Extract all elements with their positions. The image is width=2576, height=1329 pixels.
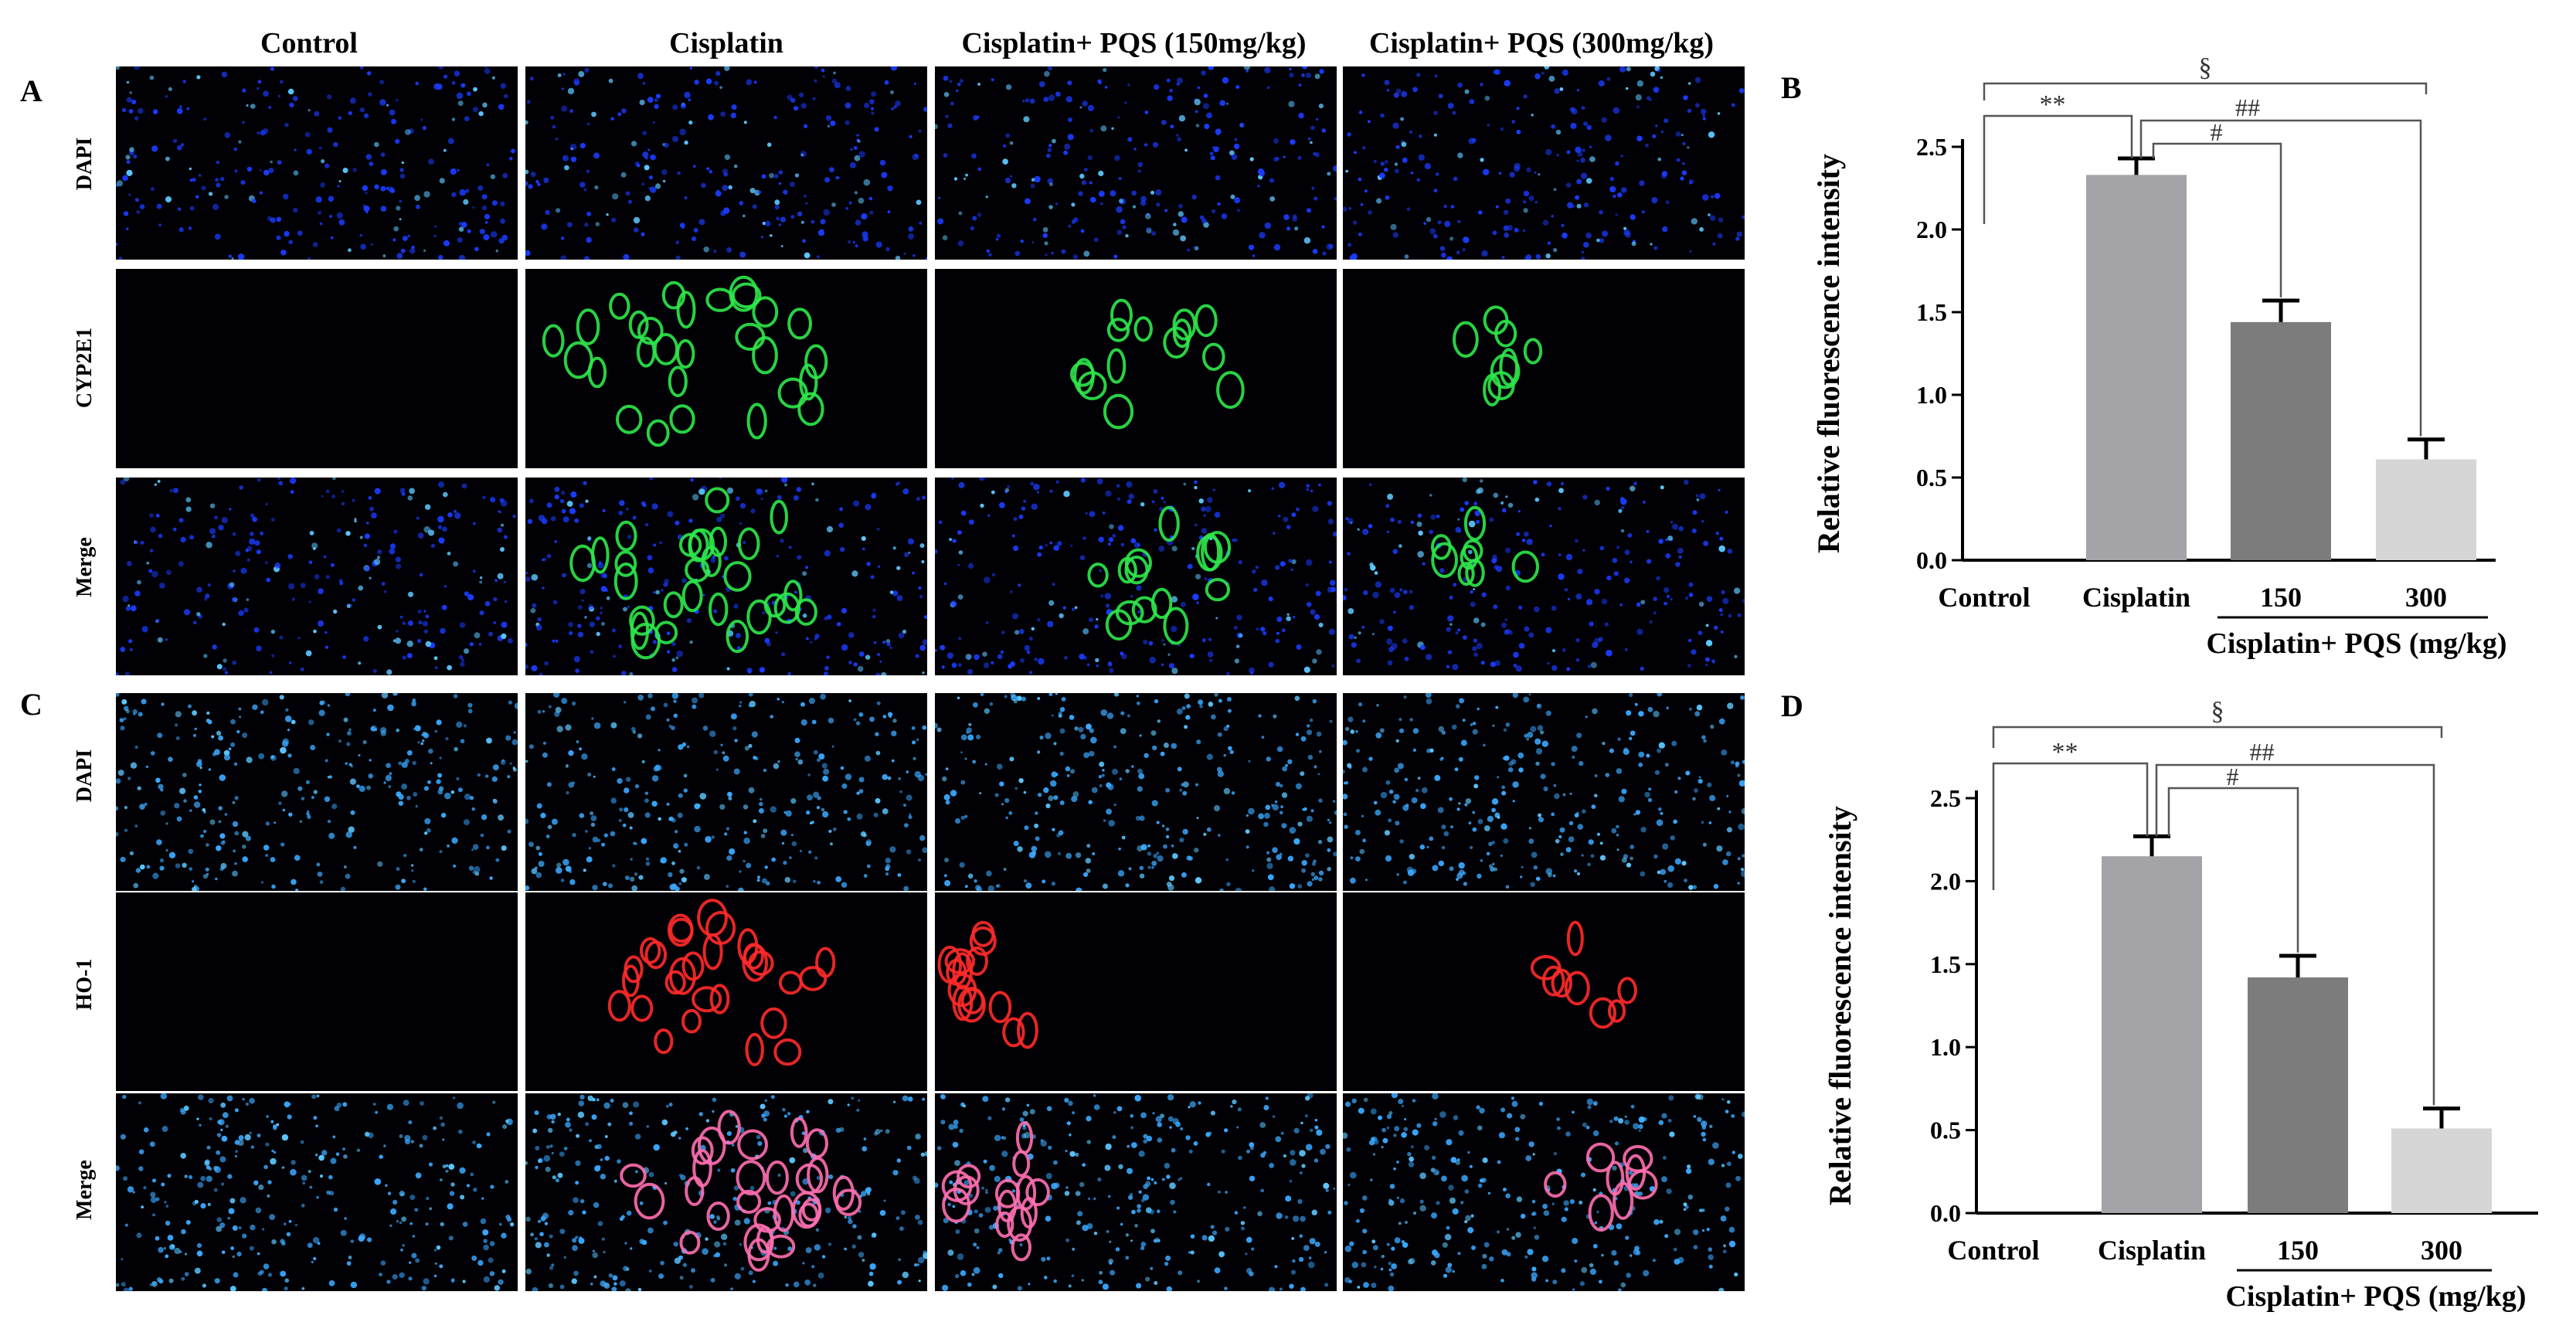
row-label-merge-c: Merge <box>73 1160 97 1220</box>
x-group-label: Cisplatin+ PQS (mg/kg) <box>2225 1280 2526 1313</box>
chart-b-svg: 0.0 0.5 1.0 1.5 2.0 2.5 Relative fluorescence … <box>1811 53 2507 660</box>
column-header-control: Control <box>260 27 358 59</box>
x-tick-label-control: Control <box>1947 1235 2039 1266</box>
y-tick-label: 1.0 <box>1916 381 1947 409</box>
bracket-cisplatin-150 <box>2167 787 2299 953</box>
significance-label: # <box>2211 118 2223 146</box>
micrograph-tile-c-merge-1 <box>525 1093 927 1291</box>
bracket-cisplatin-300 <box>2155 763 2435 1106</box>
micrograph-tile-a-marker-2 <box>935 269 1337 468</box>
column-header-cisplatin: Cisplatin <box>669 27 783 59</box>
micrograph-tile-c-marker-1 <box>525 892 927 1091</box>
micrograph-tile-a-dapi-1 <box>525 66 927 260</box>
y-tick-label: 0.5 <box>1916 464 1947 491</box>
bracket-cisplatin-150 <box>2152 142 2282 297</box>
y-tick-label: 0.5 <box>1930 1117 1961 1144</box>
row-label-cyp2e1: CYP2E1 <box>73 327 97 409</box>
bracket-cisplatin-300 <box>2139 119 2422 437</box>
micrograph-tile-c-merge-3 <box>1343 1093 1745 1291</box>
panel-letter-a: A <box>20 73 42 108</box>
bracket-control-cisplatin <box>1983 114 2133 224</box>
x-tick-label-cisplatin: Cisplatin <box>2082 582 2190 613</box>
micrograph-tile-a-merge-0 <box>116 478 518 675</box>
micrograph-tile-c-marker-0 <box>116 892 518 1091</box>
y-axis-label: Relative fluorescence intensity <box>1823 806 1857 1205</box>
x-tick-label-cisplatin: Cisplatin <box>2098 1235 2206 1266</box>
bar-300 <box>2391 1128 2492 1213</box>
bracket-control-300 <box>1983 82 2428 100</box>
y-tick-label: 1.0 <box>1930 1033 1961 1061</box>
micrograph-tile-c-dapi-2 <box>935 693 1337 891</box>
micrograph-tile-c-merge-2 <box>935 1093 1337 1291</box>
panel-letter-b: B <box>1781 70 1802 105</box>
bar-cisplatin <box>2102 856 2202 1213</box>
x-tick-label-control: Control <box>1938 582 2030 613</box>
micrograph-tile-a-merge-1 <box>525 478 927 675</box>
bar-chart-d: 0.0 0.5 1.0 1.5 2.0 2.5 Relative fluorescence … <box>1808 680 2565 1321</box>
y-tick-label: 0.0 <box>1930 1199 1961 1227</box>
micrograph-tile-a-marker-0 <box>116 269 518 468</box>
y-tick-label: 2.0 <box>1930 867 1961 895</box>
column-header-pqs-150: Cisplatin+ PQS (150mg/kg) <box>961 27 1307 59</box>
bracket-control-cisplatin <box>1992 762 2149 890</box>
x-tick-label-300: 300 <box>2405 582 2447 613</box>
significance-label: ## <box>2235 93 2260 121</box>
row-label-merge-a: Merge <box>73 537 97 597</box>
x-tick-label-150: 150 <box>2277 1235 2319 1266</box>
micrograph-tile-c-dapi-0 <box>116 693 518 891</box>
significance-label: ## <box>2250 738 2275 766</box>
micrograph-tile-c-merge-0 <box>116 1093 518 1291</box>
micrograph-tile-a-dapi-3 <box>1343 66 1745 260</box>
significance-label: # <box>2227 763 2239 790</box>
bar-cisplatin <box>2086 175 2187 560</box>
significance-label: ** <box>2052 738 2078 766</box>
x-tick-label-300: 300 <box>2421 1235 2462 1266</box>
bar-300 <box>2376 459 2476 560</box>
micrograph-tile-a-marker-1 <box>525 269 927 468</box>
significance-label: ** <box>2040 90 2066 119</box>
bracket-control-300 <box>1992 726 2443 748</box>
y-tick-label: 1.5 <box>1930 950 1961 978</box>
chart-d-svg: 0.0 0.5 1.0 1.5 2.0 2.5 Relative fluorescence … <box>1823 697 2538 1313</box>
row-label-ho1: HO-1 <box>73 958 97 1011</box>
micrograph-tile-c-dapi-3 <box>1343 693 1745 891</box>
row-label-dapi-a: DAPI <box>73 137 97 191</box>
y-tick-label: 2.0 <box>1916 216 1947 243</box>
x-tick-label-150: 150 <box>2260 582 2302 613</box>
y-axis-label: Relative fluorescence intensity <box>1811 154 1846 553</box>
micrograph-tile-c-dapi-1 <box>525 693 927 891</box>
micrograph-tile-a-merge-3 <box>1343 478 1745 675</box>
bar-150 <box>2248 977 2348 1213</box>
micrograph-tile-a-marker-3 <box>1343 269 1745 468</box>
y-tick-label: 2.5 <box>1930 784 1961 812</box>
micrograph-tile-a-merge-2 <box>935 478 1337 675</box>
micrograph-tile-c-marker-3 <box>1343 892 1745 1091</box>
column-header-pqs-300: Cisplatin+ PQS (300mg/kg) <box>1368 27 1715 59</box>
row-label-dapi-c: DAPI <box>73 749 97 803</box>
significance-label: § <box>2211 697 2224 726</box>
x-group-label: Cisplatin+ PQS (mg/kg) <box>2206 627 2506 660</box>
micrograph-tile-a-dapi-0 <box>116 66 518 260</box>
micrograph-tile-c-marker-2 <box>935 892 1337 1091</box>
micrograph-tile-a-dapi-2 <box>935 66 1337 260</box>
y-tick-label: 2.5 <box>1916 133 1947 161</box>
significance-label: § <box>2199 53 2212 82</box>
y-tick-label: 1.5 <box>1916 298 1947 326</box>
panel-letter-d: D <box>1781 688 1803 723</box>
bar-chart-b: 0.0 0.5 1.0 1.5 2.0 2.5 Relative fluorescence … <box>1808 53 2519 672</box>
panel-letter-c: C <box>20 687 42 722</box>
y-tick-label: 0.0 <box>1916 546 1947 574</box>
bar-150 <box>2231 321 2331 560</box>
